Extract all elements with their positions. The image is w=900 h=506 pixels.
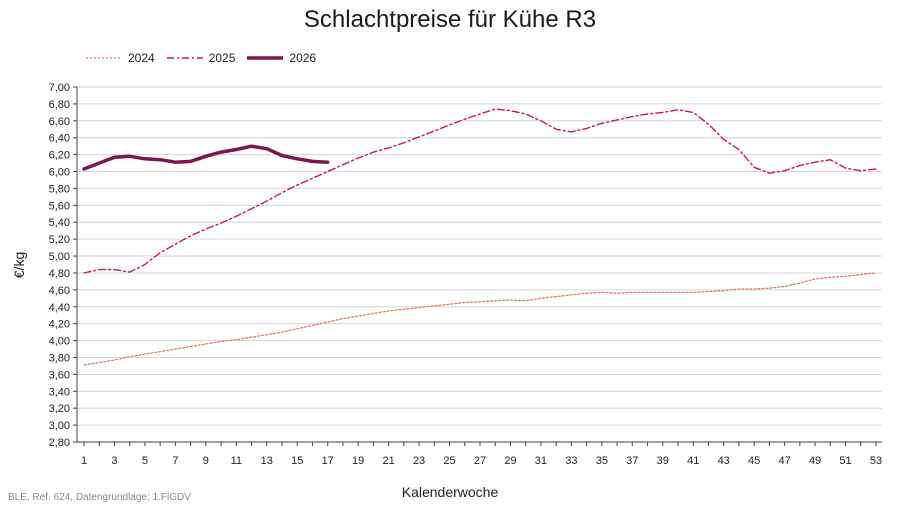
x-tick-label: 51: [839, 455, 851, 467]
y-tick-label: 6,80: [49, 99, 70, 111]
x-tick-label: 37: [626, 455, 638, 467]
x-axis-label: Kalenderwoche: [402, 484, 499, 500]
x-tick-label: 9: [203, 455, 209, 467]
legend-item-2024: 2024: [86, 51, 155, 65]
series-line-2025: [83, 108, 877, 274]
y-tick-label: 4,40: [49, 302, 70, 314]
legend-item-2026: 2026: [247, 51, 316, 65]
legend-swatch-2024: [86, 57, 122, 59]
y-tick-label: 3,00: [49, 420, 70, 432]
y-tick-label: 5,40: [49, 217, 70, 229]
y-tick-label: 4,00: [49, 336, 70, 348]
y-tick-label: 2,80: [49, 437, 70, 449]
y-tick-label: 6,60: [49, 116, 70, 128]
y-tick-label: 4,20: [49, 319, 70, 331]
series-lines: [82, 108, 877, 366]
x-tick-label: 35: [596, 455, 608, 467]
legend-label-2024: 2024: [128, 51, 155, 65]
x-tick-label: 7: [172, 455, 178, 467]
y-tick-label: 3,20: [49, 403, 70, 415]
source-note: BLE, Ref. 624, Datengrundlage: 1.FlGDV: [8, 492, 191, 503]
x-tick-label: 53: [870, 455, 882, 467]
y-axis-label: €/kg: [11, 252, 27, 278]
legend-item-2025: 2025: [166, 51, 236, 65]
y-tick-label: 5,20: [49, 234, 70, 246]
x-tick-label: 27: [474, 455, 486, 467]
x-tick-label: 49: [809, 455, 821, 467]
legend-swatch-2025: [166, 57, 203, 59]
y-tick-label: 3,40: [49, 386, 70, 398]
axes: [76, 87, 882, 443]
x-tick-label: 33: [565, 455, 577, 467]
y-tick-label: 4,60: [49, 285, 70, 297]
x-tick-label: 11: [231, 455, 242, 467]
x-tick-label: 15: [291, 455, 303, 467]
y-tick-label: 6,20: [49, 150, 70, 162]
x-tick-label: 5: [142, 455, 148, 467]
series-line-2024: [83, 272, 877, 366]
legend-swatch-2026: [247, 56, 284, 60]
x-tick-label: 13: [261, 455, 273, 467]
legend-label-2025: 2025: [208, 51, 236, 65]
x-tick-label: 1: [81, 455, 87, 467]
x-tick-label: 45: [748, 455, 760, 467]
y-tick-label: 6,00: [49, 167, 70, 179]
y-tick-label: 5,60: [49, 200, 70, 212]
chart-legend: 2024 2025 2026: [86, 50, 328, 66]
x-tick-label: 43: [718, 455, 730, 467]
x-axis-ticks: 1 3 5 7 9 11 13 15 17 19 21 23 25 27 29 31 33 35 37 39 41 43 4…: [81, 442, 882, 467]
x-tick-label: 47: [778, 455, 790, 467]
y-tick-label: 7,00: [49, 82, 70, 94]
y-tick-label: 4,80: [49, 268, 70, 280]
y-tick-label: 5,80: [49, 183, 70, 195]
x-tick-label: 21: [382, 455, 394, 467]
x-tick-label: 3: [111, 455, 117, 467]
x-tick-label: 19: [352, 455, 364, 467]
gridlines: [77, 86, 882, 426]
x-tick-label: 29: [504, 455, 516, 467]
y-tick-label: 3,80: [49, 352, 70, 364]
x-tick-label: 23: [413, 455, 425, 467]
series-line-2026: [82, 144, 330, 171]
x-tick-label: 25: [443, 455, 455, 467]
x-tick-label: 39: [657, 455, 669, 467]
chart-title: Schlachtpreise für Kühe R3: [303, 6, 597, 33]
x-tick-label: 31: [535, 455, 547, 467]
x-tick-label: 17: [322, 455, 334, 467]
y-tick-label: 5,00: [49, 251, 70, 263]
y-tick-label: 3,60: [49, 369, 70, 381]
y-axis-ticks: 2,80 3,00 3,20 3,40 3,60 3,80 4,00 4,20 4,40 4,60…: [49, 82, 77, 449]
y-tick-label: 6,40: [49, 133, 70, 145]
legend-label-2026: 2026: [289, 51, 317, 65]
x-tick-label: 41: [687, 455, 699, 467]
